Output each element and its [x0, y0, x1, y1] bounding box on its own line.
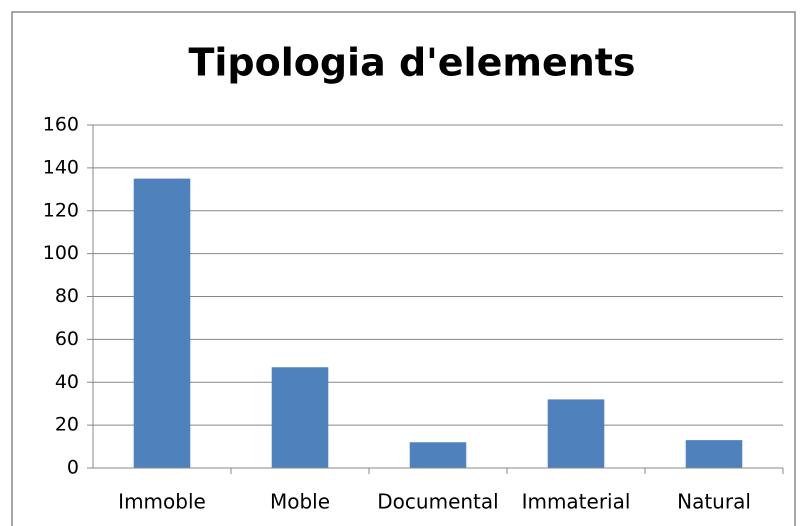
y-tick-label: 80: [55, 285, 79, 307]
y-tick-label: 100: [43, 242, 79, 264]
bar: [547, 399, 605, 468]
bar: [685, 440, 743, 468]
bar: [271, 367, 329, 468]
chart-title: Tipologia d'elements: [188, 41, 635, 85]
x-tick-label: Immoble: [118, 490, 206, 514]
y-tick-label: 20: [55, 414, 79, 436]
chart-frame: [11, 11, 796, 526]
y-tick-label: 160: [43, 114, 79, 136]
y-tick-label: 0: [67, 457, 79, 479]
x-tick-label: Immaterial: [522, 490, 631, 514]
bar: [133, 178, 191, 468]
y-tick-label: 120: [43, 199, 79, 221]
x-tick-label: Moble: [270, 490, 330, 514]
y-tick-label: 140: [43, 156, 79, 178]
bar: [409, 442, 467, 468]
x-tick-label: Natural: [677, 490, 751, 514]
y-tick-label: 60: [55, 328, 79, 350]
y-tick-label: 40: [55, 371, 79, 393]
x-tick-label: Documental: [377, 490, 498, 514]
